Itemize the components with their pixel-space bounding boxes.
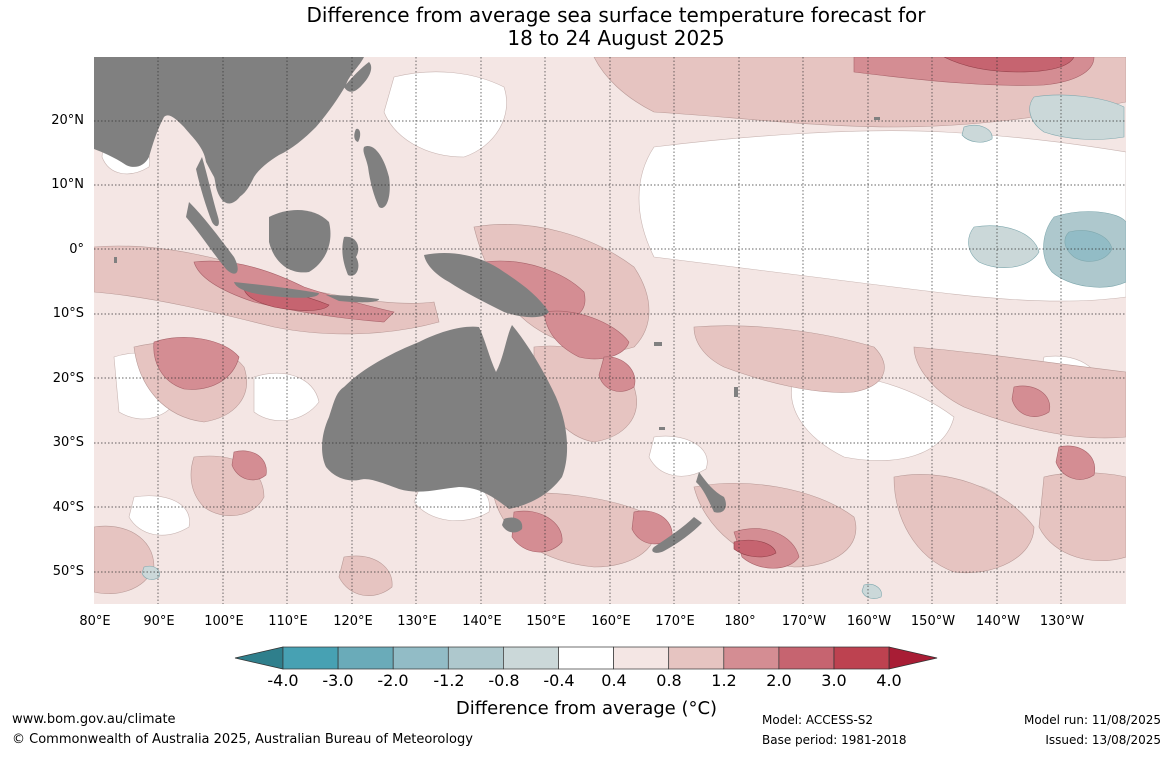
lat-label-equator: 0° <box>69 242 84 257</box>
sumatra-island <box>186 202 238 274</box>
australia-landmass <box>322 325 568 509</box>
lon-label-140e: 140°E <box>462 614 502 629</box>
colorbar-cell <box>833 646 890 670</box>
lon-label-140w: 140°W <box>975 614 1021 629</box>
colorbar-cell <box>392 646 449 670</box>
lat-label-20s: 20°S <box>52 371 84 386</box>
colorbar-arrow-min <box>234 646 284 670</box>
colorbar-tick: -1.2 <box>433 671 465 690</box>
colorbar-cell <box>558 646 614 670</box>
taiwan-island <box>354 128 361 142</box>
lon-label-170w: 170°W <box>781 614 827 629</box>
lon-label-110e: 110°E <box>268 614 308 629</box>
sst-anomaly-map <box>94 57 1126 604</box>
model-text: Model: ACCESS-S2 <box>762 713 874 727</box>
lon-label-90e: 90°E <box>143 614 175 629</box>
philippines-islands <box>363 146 390 208</box>
lon-label-160e: 160°E <box>591 614 631 629</box>
malay-peninsula <box>196 157 219 227</box>
colorbar-tick: 0.8 <box>656 671 682 690</box>
lat-label-40s: 40°S <box>52 500 84 515</box>
land-masses <box>94 57 880 553</box>
colorbar-tick: 0.4 <box>601 671 627 690</box>
colorbar-arrow-max <box>888 646 938 670</box>
colorbar-title: Difference from average (°C) <box>455 698 718 719</box>
lat-label-10n: 10°N <box>51 177 84 192</box>
cool-anomaly-zones <box>141 94 1126 599</box>
fiji-islands <box>659 427 665 430</box>
copyright-text: © Commonwealth of Australia 2025, Austra… <box>12 732 473 747</box>
new-zealand-south-island <box>652 517 702 553</box>
colorbar-cell <box>503 646 559 670</box>
lon-label-80e: 80°E <box>79 614 111 629</box>
lon-label-120e: 120°E <box>333 614 373 629</box>
website-link[interactable]: www.bom.gov.au/climate <box>12 712 176 727</box>
solomon-islands <box>654 342 662 346</box>
lon-label-130w: 130°W <box>1039 614 1085 629</box>
asia-landmass <box>94 57 364 199</box>
colorbar <box>234 646 939 670</box>
tasmania-island <box>502 517 523 533</box>
java-island <box>234 282 319 298</box>
colorbar-cell <box>778 646 835 670</box>
lon-label-180: 180° <box>724 614 756 629</box>
colorbar-tick: 3.0 <box>821 671 847 690</box>
colorbar-cell <box>668 646 725 670</box>
title-line-2: 18 to 24 August 2025 <box>507 26 725 50</box>
colorbar-tick: 2.0 <box>766 671 792 690</box>
colorbar-tick: -2.0 <box>377 671 409 690</box>
colorbar-tick: -0.8 <box>488 671 520 690</box>
map-svg <box>94 57 1126 604</box>
colorbar-cell <box>613 646 670 670</box>
lat-label-30s: 30°S <box>52 435 84 450</box>
lon-label-150e: 150°E <box>526 614 566 629</box>
lon-label-100e: 100°E <box>204 614 244 629</box>
strong-anomaly-zones <box>153 57 1096 569</box>
japan-landmass <box>344 62 372 92</box>
lat-label-20n: 20°N <box>51 113 84 128</box>
lesser-sunda-islands <box>326 295 379 303</box>
sulawesi-island <box>342 236 359 276</box>
indochina-landmass <box>204 117 244 204</box>
new-zealand-north-island <box>696 472 726 513</box>
lon-label-160w: 160°W <box>846 614 892 629</box>
hawaii-islands <box>874 117 880 120</box>
new-guinea-island <box>424 252 549 318</box>
colorbar-tick: -3.0 <box>322 671 354 690</box>
model-run-text: Model run: 11/08/2025 <box>1023 713 1161 727</box>
lat-label-50s: 50°S <box>52 564 84 579</box>
lon-label-150w: 150°W <box>910 614 956 629</box>
colorbar-cell <box>723 646 780 670</box>
colorbar-cell <box>337 646 394 670</box>
lon-label-170e: 170°E <box>655 614 695 629</box>
issued-text: Issued: 13/08/2025 <box>1045 733 1161 747</box>
colorbar-cell <box>447 646 504 670</box>
borneo-island <box>269 210 331 273</box>
lat-label-10s: 10°S <box>52 306 84 321</box>
colorbar-tick: -0.4 <box>543 671 575 690</box>
graticule <box>94 57 1126 604</box>
sri-lanka-island <box>114 257 117 263</box>
colorbar-svg <box>234 646 938 670</box>
vanuatu-islands <box>734 387 738 397</box>
base-period-text: Base period: 1981-2018 <box>762 733 907 747</box>
map-title: Difference from average sea surface temp… <box>0 4 1173 50</box>
colorbar-tick: 1.2 <box>711 671 737 690</box>
colorbar-tick: 4.0 <box>876 671 902 690</box>
colorbar-cell <box>282 646 339 670</box>
title-line-1: Difference from average sea surface temp… <box>306 3 926 27</box>
lon-label-130e: 130°E <box>397 614 437 629</box>
colorbar-tick: -4.0 <box>267 671 299 690</box>
